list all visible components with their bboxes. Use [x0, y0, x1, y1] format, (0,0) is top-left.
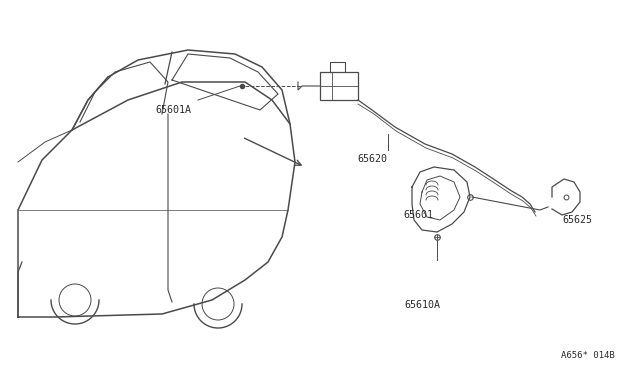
Text: 65625: 65625	[562, 215, 592, 225]
Text: A656* 014B: A656* 014B	[561, 351, 615, 360]
Bar	[320, 72, 358, 100]
Text: 65620: 65620	[357, 154, 387, 164]
Text: 65601A: 65601A	[155, 105, 191, 115]
Text: 65610A: 65610A	[404, 300, 440, 310]
Text: 65601: 65601	[403, 210, 433, 220]
